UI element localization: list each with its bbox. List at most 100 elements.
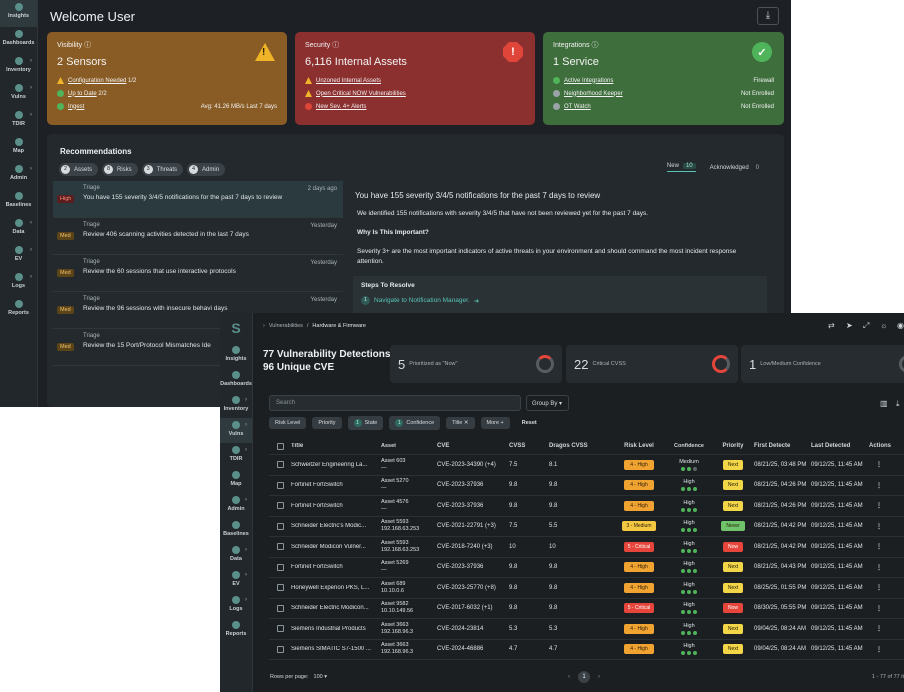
sidebar-item-map[interactable]: Map [220,468,252,493]
column-header[interactable]: Risk Level [624,443,654,449]
columns-icon[interactable]: ▥ [880,399,888,408]
download-button[interactable]: ⤓ [757,7,779,25]
filter-priority[interactable]: Priority [312,417,342,429]
table-row[interactable]: Schneider Modicon Vulner... Asset 5593 192… [269,537,904,558]
cell-title[interactable]: Siemens Industrial Products [291,625,366,632]
row-actions-icon[interactable]: ⋮ [876,585,882,592]
row-checkbox[interactable] [269,461,291,469]
cell-asset[interactable]: Asset 689 10.10.0.6 [381,581,437,595]
table-row[interactable]: Fortinet FortiSwitch Asset 5269— CVE-2023-… [269,558,904,578]
sidebar-item-reports[interactable]: Reports [0,297,37,324]
download-icon[interactable]: ⤓ [896,399,900,408]
table-row[interactable]: Siemens Industrial Products Asset 3663 192… [269,619,904,640]
row-actions-icon[interactable]: ⋮ [876,523,882,530]
filter-more[interactable]: More + [480,417,510,429]
prev-page-icon[interactable]: ‹ [568,674,570,680]
tab-acknowledged[interactable]: Acknowledged 0 [710,163,762,172]
stat-confidence[interactable]: 1 Low/Medium Confidence [741,345,904,383]
cell-asset[interactable]: Asset 5270— [381,478,437,492]
sidebar-item-baselines[interactable]: Baselines [220,518,252,543]
row-checkbox[interactable] [269,563,291,571]
recommendation-item[interactable]: Triage You have 155 severity 3/4/5 notifi… [53,181,343,218]
row-actions-icon[interactable]: ⋮ [876,605,882,612]
sidebar-item-inventory[interactable]: Inventory › [220,393,252,418]
table-row[interactable]: Siemens SIMATIC S7-1500 ... Asset 3663 192… [269,640,904,660]
neighborhood-keeper-link[interactable]: Neighborhood Keeper [564,90,623,97]
filter-risk[interactable]: Risk Level [269,417,307,429]
sidebar-item-baselines[interactable]: Baselines [0,189,37,216]
cell-title[interactable]: Fortinet FortiSwitch [291,502,343,509]
row-checkbox[interactable] [269,481,291,489]
row-actions-icon[interactable]: ⋮ [876,503,882,510]
row-checkbox[interactable] [269,604,291,612]
step-1-link[interactable]: 1 Navigate to Notification Manager. ➜ [361,296,759,305]
sidebar-item-logs[interactable]: Logs › [0,270,37,297]
cell-title[interactable]: Siemens SIMATIC S7-1500 ... [291,646,371,653]
sidebar-item-insights[interactable]: Insights [0,0,37,27]
row-checkbox[interactable] [269,584,291,592]
stat-critical-cvss[interactable]: 22 Critical CVSS [566,345,738,383]
security-card[interactable]: Security ⓘ 6,116 Internal Assets Unzoned… [295,32,535,125]
row-checkbox[interactable] [269,645,291,653]
filter-state[interactable]: 1 State [347,416,384,430]
row-actions-icon[interactable]: ⋮ [876,462,882,469]
ingest-link[interactable]: Ingest [68,103,85,110]
breadcrumb-vulnerabilities[interactable]: Vulnerabilities [268,323,303,329]
row-checkbox[interactable] [269,625,291,633]
cell-asset[interactable]: Asset 4576— [381,499,437,513]
table-row[interactable]: Fortinet FortiSwitch Asset 5270— CVE-2023-… [269,476,904,496]
select-all-checkbox[interactable] [269,442,291,450]
sidebar-item-admin[interactable]: Admin › [220,493,252,518]
sidebar-item-ev[interactable]: EV › [0,243,37,270]
cell-asset[interactable]: Asset 5593 192.168.63.253 [381,519,437,533]
sidebar-item-logs[interactable]: Logs › [220,593,252,618]
column-header[interactable]: Dragos CVSS [549,443,588,449]
group-by-dropdown[interactable]: Group By ▾ [526,395,569,411]
cell-asset[interactable]: Asset 3663 192.168.96.3 [381,642,437,656]
column-header[interactable]: Title [291,443,304,449]
cell-title[interactable]: Schneider Modicon Vulner... [291,543,366,550]
chip-threats[interactable]: 3 Threats [141,163,184,176]
cell-title[interactable]: Honeywell Experion PKS, L... [291,584,370,591]
cell-title[interactable]: Schneider Electric Modicon... [291,605,369,612]
chip-assets[interactable]: 2 Assets [59,163,99,176]
table-row[interactable]: Schweitzer Engineering La... Asset 603— CV… [269,455,904,476]
cell-asset[interactable]: Asset 3663 192.168.96.3 [381,622,437,636]
sidebar-item-admin[interactable]: Admin › [0,162,37,189]
swap-icon[interactable]: ⇄ [828,321,835,330]
sidebar-item-inventory[interactable]: Inventory › [0,54,37,81]
config-needed-link[interactable]: Configuration Needed [68,77,127,84]
table-row[interactable]: Fortinet FortiSwitch Asset 4576— CVE-2023-… [269,496,904,517]
column-header[interactable]: Actions [869,443,892,449]
row-actions-icon[interactable]: ⋮ [876,544,882,551]
sidebar-item-data[interactable]: Data › [220,543,252,568]
visibility-card[interactable]: Visibility ⓘ 2 Sensors Configuration Nee… [47,32,287,125]
sidebar-item-map[interactable]: Map [0,135,37,162]
critical-vulns-link[interactable]: Open Critical NOW Vulnerabilities [316,90,406,97]
ot-watch-link[interactable]: OT Watch [564,103,591,110]
sidebar-item-ev[interactable]: EV › [220,568,252,593]
sidebar-item-data[interactable]: Data › [0,216,37,243]
sidebar-item-dashboards[interactable]: Dashboards [0,27,37,54]
stat-prioritized[interactable]: 5 Prioritized as "Now" [390,345,562,383]
cell-title[interactable]: Schweitzer Engineering La... [291,461,368,468]
unzoned-link[interactable]: Unzoned Internal Assets [316,77,382,84]
table-row[interactable]: Schneider Electric's Modic... Asset 5593 1… [269,517,904,537]
row-checkbox[interactable] [269,502,291,510]
row-checkbox[interactable] [269,522,291,530]
expand-icon[interactable]: ⤢ [863,321,870,330]
integrations-card[interactable]: Integrations ⓘ 1 Service Active Integrat… [543,32,784,125]
column-header[interactable]: Asset [381,442,396,449]
table-row[interactable]: Schneider Electric Modicon... Asset 9582 1… [269,599,904,619]
rows-per-page-select[interactable]: 100 ▾ [313,674,327,680]
cell-asset[interactable]: Asset 603— [381,458,437,472]
sidebar-item-tdir[interactable]: TDIR › [0,108,37,135]
cell-title[interactable]: Fortinet FortiSwitch [291,482,343,489]
row-actions-icon[interactable]: ⋮ [876,482,882,489]
send-icon[interactable]: ➤ [846,321,853,330]
row-actions-icon[interactable]: ⋮ [876,564,882,571]
page-number[interactable]: 1 [578,671,590,683]
row-actions-icon[interactable]: ⋮ [876,646,882,653]
recommendation-item[interactable]: Triage Review the 96 sessions with insecu… [53,292,343,329]
column-header[interactable]: First Detecte [754,443,791,449]
